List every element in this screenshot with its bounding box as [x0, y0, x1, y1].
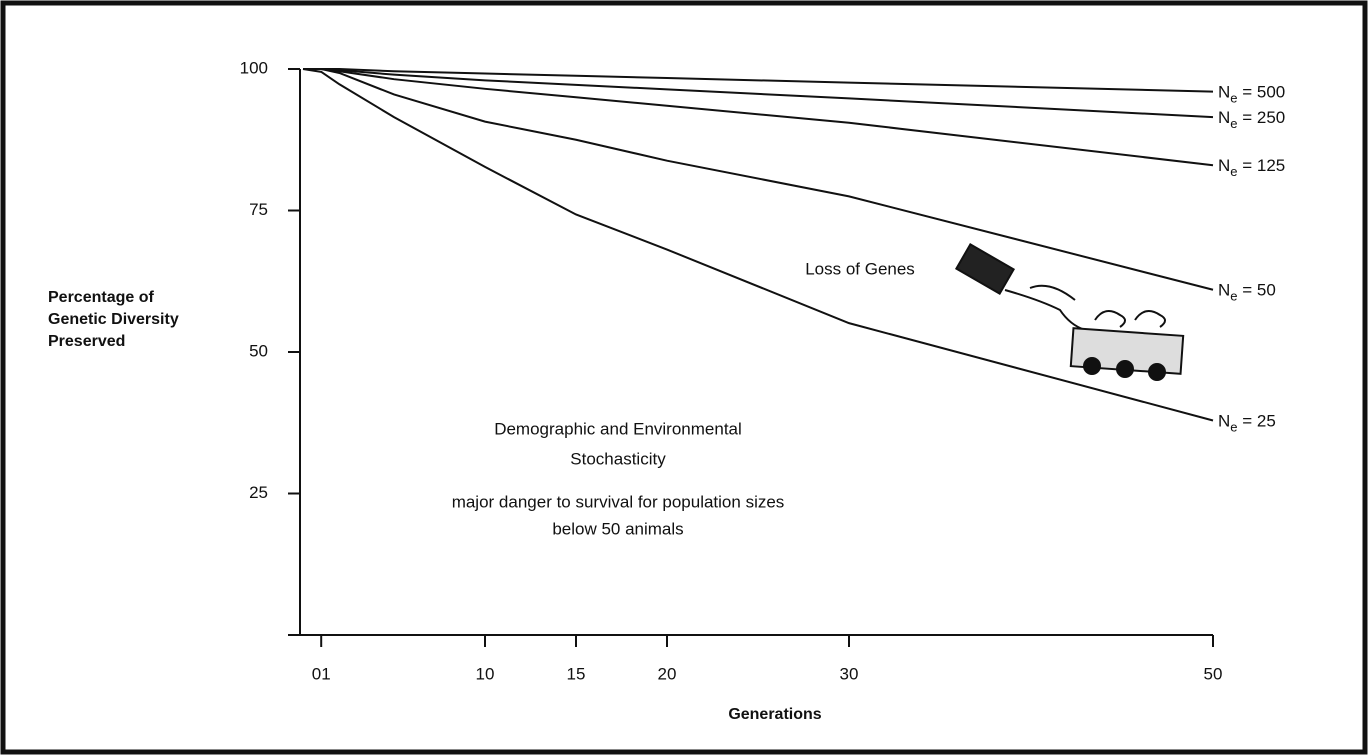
- series-label: Ne = 25: [1218, 412, 1276, 435]
- x-tick-label: 15: [567, 664, 586, 683]
- y-tick-label: 25: [249, 483, 268, 502]
- annotation: Demographic and Environmental: [494, 419, 742, 438]
- series-line: [303, 69, 1213, 290]
- y-axis-label: Preserved: [48, 333, 125, 350]
- series-line: [303, 69, 1213, 92]
- series-label: Ne = 50: [1218, 281, 1276, 304]
- series-line: [303, 69, 1213, 165]
- series-line: [303, 69, 1213, 420]
- series-label: Ne = 125: [1218, 157, 1285, 180]
- annotation: Stochasticity: [570, 449, 666, 468]
- x-tick-label: 30: [840, 664, 859, 683]
- x-tick-label: 50: [1204, 664, 1223, 683]
- annotation: major danger to survival for population …: [452, 492, 785, 511]
- series-line: [303, 69, 1213, 117]
- y-tick-label: 100: [240, 58, 268, 77]
- annotation: below 50 animals: [552, 519, 683, 538]
- x-tick-label: 01: [312, 664, 331, 683]
- y-tick-label: 50: [249, 341, 268, 360]
- cartoon: [956, 244, 1183, 380]
- x-tick-label: 20: [658, 664, 677, 683]
- series-label: Ne = 250: [1218, 109, 1285, 132]
- series-label: Ne = 500: [1218, 83, 1285, 106]
- annotation: Loss of Genes: [805, 259, 915, 278]
- x-axis-label: Generations: [728, 706, 821, 723]
- y-axis-label: Genetic Diversity: [48, 311, 179, 328]
- y-axis-label: Percentage of: [48, 289, 154, 306]
- x-tick-label: 10: [476, 664, 495, 683]
- chart: 25 50 75 100 01 10 15 20 30 50 Ne = 500 Ne = 250 Ne …: [0, 0, 1369, 756]
- y-tick-label: 75: [249, 200, 268, 219]
